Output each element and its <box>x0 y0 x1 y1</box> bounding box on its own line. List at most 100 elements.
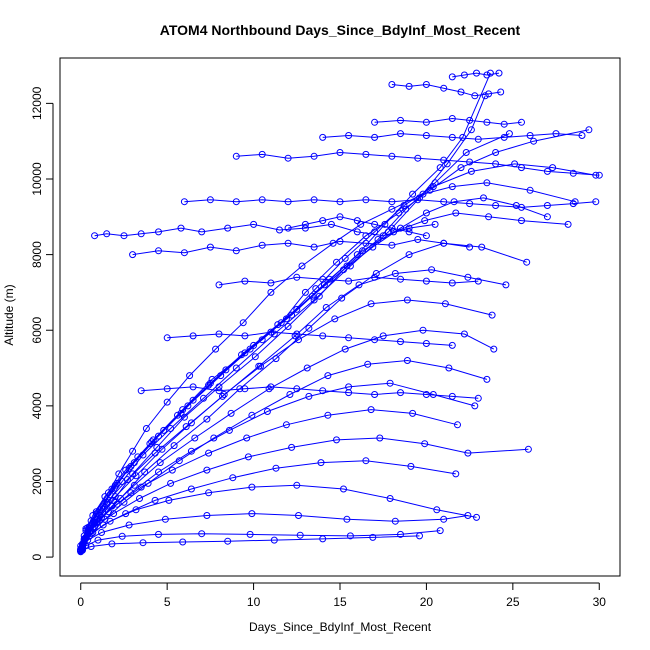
data-point <box>186 372 194 380</box>
data-point <box>180 249 188 257</box>
data-point <box>569 169 577 177</box>
data-point <box>215 387 223 395</box>
data-point <box>436 164 444 172</box>
data-point <box>203 415 211 423</box>
data-point <box>569 200 577 208</box>
data-point <box>585 126 593 134</box>
data-point <box>319 535 327 543</box>
data-point <box>129 447 137 455</box>
series-line <box>82 359 488 548</box>
data-point <box>552 130 560 138</box>
data-point <box>459 133 467 141</box>
data-point <box>478 243 486 251</box>
data-point <box>500 133 508 141</box>
data-point <box>215 383 223 391</box>
data-point <box>397 530 404 538</box>
data-point <box>414 236 422 243</box>
data-point <box>270 536 278 544</box>
data-point <box>251 353 259 361</box>
data-point <box>219 392 226 400</box>
data-point <box>422 277 430 285</box>
data-point <box>371 220 379 228</box>
data-point <box>319 387 327 395</box>
data-point <box>210 434 218 442</box>
data-point <box>319 332 327 340</box>
data-point <box>416 532 423 540</box>
series-line <box>80 382 475 552</box>
data-point <box>177 224 185 232</box>
data-point <box>486 69 494 77</box>
data-point <box>448 279 456 287</box>
data-point <box>388 152 396 160</box>
data-point <box>445 364 453 372</box>
data-point <box>338 294 346 302</box>
data-point <box>448 115 456 122</box>
plot-frame <box>59 57 621 577</box>
data-point <box>530 137 538 145</box>
data-point <box>293 273 301 281</box>
data-point <box>205 449 213 457</box>
data-point <box>89 529 97 536</box>
data-point <box>248 510 256 518</box>
data-point <box>367 300 375 308</box>
data-point <box>414 196 422 204</box>
data-point <box>441 300 449 308</box>
data-point <box>371 391 379 398</box>
data-point <box>367 406 375 414</box>
data-point <box>301 288 309 296</box>
data-point <box>241 349 249 357</box>
data-point <box>222 366 230 374</box>
data-point <box>419 190 427 198</box>
data-point <box>419 326 427 334</box>
data-point <box>265 385 273 393</box>
data-point <box>277 319 285 327</box>
data-point <box>471 92 479 100</box>
y-tick-label: 10000 <box>30 162 44 196</box>
data-point <box>224 537 232 545</box>
data-point <box>258 336 266 344</box>
data-point <box>592 198 600 206</box>
series-line <box>236 151 600 176</box>
data-point <box>293 481 301 489</box>
data-point <box>87 543 95 550</box>
series-line <box>322 133 583 140</box>
data-point <box>137 230 145 238</box>
data-point <box>457 88 465 96</box>
data-point <box>490 345 498 353</box>
series-line <box>80 329 495 551</box>
data-point <box>346 532 354 540</box>
data-point <box>414 154 422 162</box>
data-point <box>421 440 429 448</box>
y-tick-label: 0 <box>30 553 44 560</box>
data-point <box>98 529 105 536</box>
data-point <box>239 319 247 327</box>
data-point <box>369 533 377 541</box>
data-point <box>184 402 192 410</box>
data-point <box>359 247 366 255</box>
data-point <box>301 224 309 232</box>
chart-title: ATOM4 Northbound Days_Since_BdyInf_Most_… <box>160 22 521 38</box>
data-point <box>450 198 458 206</box>
data-point <box>497 88 505 96</box>
data-point <box>407 462 415 470</box>
data-point <box>422 209 430 217</box>
data-point <box>174 411 181 419</box>
data-point <box>267 328 275 336</box>
data-point <box>205 489 213 497</box>
y-tick-label: 6000 <box>30 317 44 344</box>
series-line <box>80 530 441 552</box>
data-point <box>464 449 472 457</box>
data-point <box>149 436 157 444</box>
series-line <box>132 238 470 256</box>
data-point <box>94 515 102 523</box>
data-point <box>155 228 162 236</box>
data-point <box>324 372 332 380</box>
x-tick-label: 10 <box>247 595 261 609</box>
data-point <box>232 247 240 255</box>
data-point <box>526 132 534 139</box>
data-point <box>409 409 417 417</box>
data-point <box>137 387 145 395</box>
data-point <box>248 411 256 419</box>
data-point <box>274 321 282 329</box>
